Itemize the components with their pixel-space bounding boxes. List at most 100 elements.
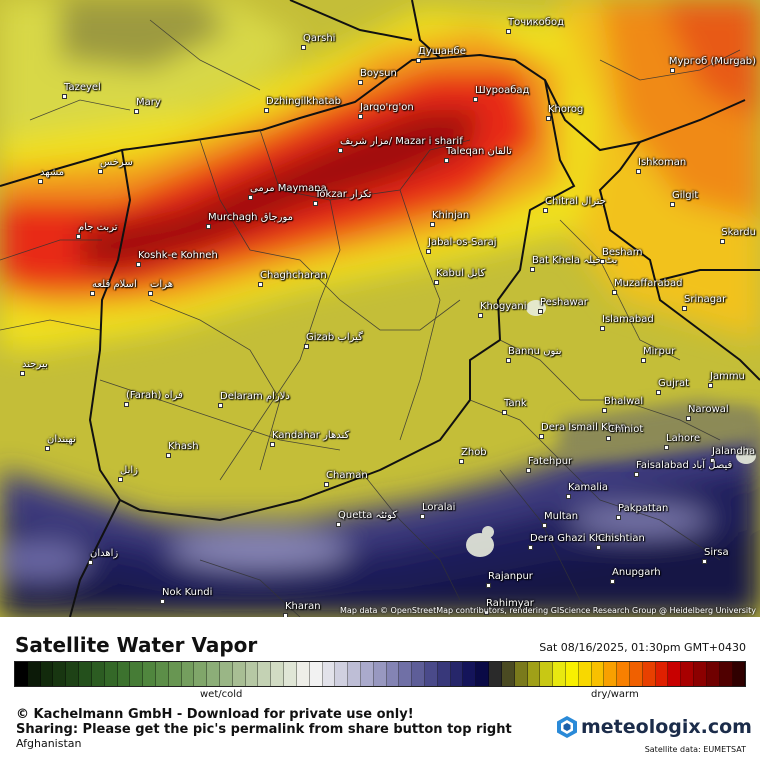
color-swatch [501,662,515,686]
city-label: سرخس [100,157,133,168]
city-label: Mirpur [643,346,676,357]
color-swatch [450,662,464,686]
city-label: Khinjan [432,210,470,221]
city-marker [248,195,253,200]
city-label: Besham [602,247,643,258]
color-swatch [527,662,541,686]
city-label: زاهدان [90,548,119,559]
city-label: Anupgarh [612,567,661,578]
city-marker [486,583,491,588]
city-label: Dera Ismail Khan [541,422,627,433]
city-marker [258,282,263,287]
city-label: مشهد [40,167,65,178]
city-label: Gizab گیزاب [306,332,363,343]
city-label: تربت جام [78,222,118,233]
city-marker [528,545,533,550]
city-marker [636,169,641,174]
color-swatch [565,662,579,686]
color-swatch [53,662,67,686]
color-swatch [117,662,131,686]
city-marker [426,249,431,254]
city-label: Khogyani [480,301,527,312]
copyright-notice: © Kachelmann GmbH - Download for private… [16,707,512,737]
city-label: Taleqan تالقان [446,146,512,157]
city-marker [670,68,675,73]
city-marker [506,29,511,34]
color-swatch [348,662,361,686]
city-label: Murchagh مورجاق [208,212,294,223]
city-marker [612,290,617,295]
color-swatch [258,662,272,686]
color-swatch [373,662,387,686]
color-swatch [271,662,285,686]
color-swatch [155,662,169,686]
city-label: Skardu [721,227,756,238]
city-marker [166,453,171,458]
region-name: Afghanistan [16,737,82,750]
city-label: Душанбе [418,46,466,57]
city-marker [664,445,669,450]
city-marker [702,559,707,564]
color-swatch [489,662,502,686]
city-label: Srinagar [684,294,727,305]
brand-name: meteologix.com [581,716,752,738]
city-marker [283,613,288,617]
city-label: Islamabad [602,314,654,325]
scale-label-wet: wet/cold [200,689,243,700]
city-label: Faisalabad فیصل آباد [636,460,733,471]
city-label: Rahimyar [486,598,534,609]
satellite-map[interactable]: Qarshi Boysun Душанбе Точикобод Мургоб (Murg… [0,0,760,617]
city-label: Zhob [461,447,487,458]
city-marker [530,267,535,272]
city-marker [600,326,605,331]
color-swatch [335,662,349,686]
brand-logo[interactable]: meteologix.com [556,715,752,739]
color-swatch [399,662,413,686]
color-swatch [168,662,182,686]
city-marker [301,45,306,50]
city-label: Kamalia [568,482,609,493]
city-label: Chiniot [608,424,644,435]
color-swatch [15,662,28,686]
color-swatch [668,662,682,686]
city-label: زابل [120,465,138,476]
city-label: Dzhingilkhatab [266,96,341,107]
city-marker [602,408,607,413]
city-label: Мургоб (Murgab) [668,56,756,67]
city-label: Delaram دلارام [220,391,290,402]
city-marker [484,610,489,615]
city-marker [336,522,341,527]
city-marker [264,108,269,113]
satellite-credit: Satellite data: EUMETSAT [644,745,746,754]
city-label: Jarqo'rg'on [360,102,414,113]
city-marker [98,169,103,174]
timestamp: Sat 08/16/2025, 01:30pm GMT+0430 [539,641,746,654]
city-marker [506,358,511,363]
color-swatch [130,662,144,686]
city-marker [478,313,483,318]
city-marker [641,358,646,363]
city-label: Pakpattan [618,503,669,514]
city-label: Kabul كابل [436,268,486,279]
city-marker [606,436,611,441]
city-label: Tank [504,398,527,409]
city-marker [134,109,139,114]
color-swatch [245,662,259,686]
city-label: Koshk-e Kohneh [138,250,218,261]
city-marker [88,560,93,565]
city-marker [444,158,449,163]
city-label: Peshawar [540,297,588,308]
city-marker [502,410,507,415]
color-scale-bar [14,661,746,687]
scale-label-dry: dry/warm [591,689,639,700]
city-marker [708,383,713,388]
city-marker [543,208,548,213]
city-label: Jabal-os-Saraj [428,237,497,248]
city-label: Chaman [326,470,368,481]
city-label: Ishkoman [638,157,687,168]
city-label: Multan [544,511,579,522]
color-swatch [360,662,374,686]
city-label: Qarshi [303,33,336,44]
city-marker [473,97,478,102]
copyright-line: © Kachelmann GmbH - Download for private… [16,707,414,722]
